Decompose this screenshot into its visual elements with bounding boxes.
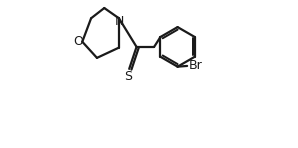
Text: S: S bbox=[125, 70, 133, 83]
Text: N: N bbox=[114, 15, 124, 28]
Text: O: O bbox=[73, 35, 83, 48]
Text: Br: Br bbox=[188, 59, 202, 72]
